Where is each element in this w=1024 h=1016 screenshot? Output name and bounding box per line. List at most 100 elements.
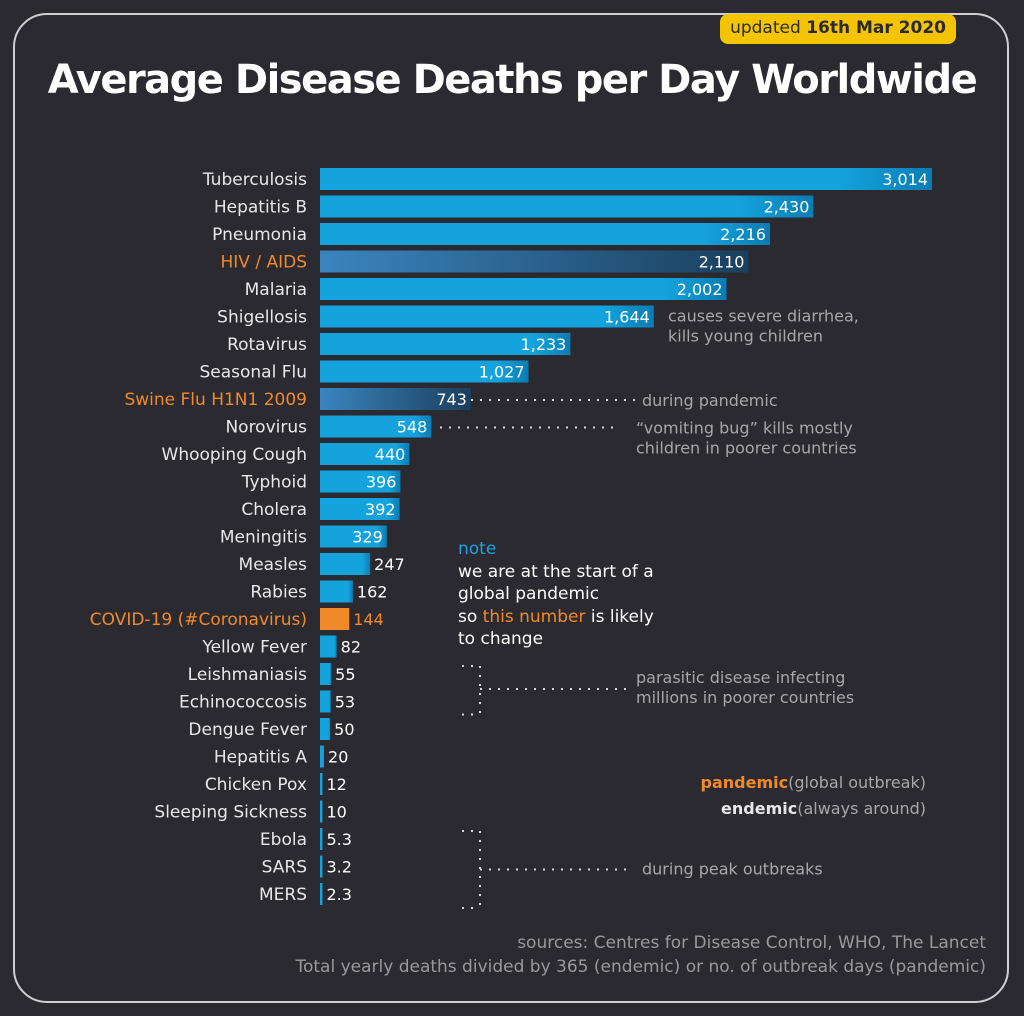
chart-title: Average Disease Deaths per Day Worldwide: [47, 57, 978, 103]
value-shigellosis: 1,644: [604, 308, 650, 327]
label-dengue-fever: Dengue Fever: [188, 720, 307, 740]
bar-rotavirus: [320, 333, 571, 355]
label-meningitis: Meningitis: [220, 528, 307, 548]
bar-measles: [320, 553, 371, 575]
bar-swine-flu-h1n1-2009: [320, 388, 471, 410]
bar-seasonal-flu: [320, 360, 529, 383]
label-covid-19-coronavirus: COVID-19 (#Coronavirus): [90, 610, 307, 630]
updated-badge: updated 16th Mar 2020: [720, 14, 956, 44]
label-echinococcosis: Echinococcosis: [179, 693, 307, 713]
bar-tuberculosis: [320, 168, 932, 190]
value-ebola: 5.3: [327, 830, 352, 849]
annotation-swine-flu: during pandemic: [642, 391, 778, 410]
updated-prefix: updated: [730, 18, 801, 38]
bar-sars: [320, 855, 323, 878]
value-rotavirus: 1,233: [521, 335, 567, 354]
value-hepatitis-a: 20: [328, 748, 348, 767]
value-labels: 3,014 2,430 2,216 2,110 2,002 1,644 1,233 1,027…: [327, 170, 929, 904]
label-pneumonia: Pneumonia: [212, 225, 307, 245]
bars: [320, 168, 932, 905]
bar-mers: [320, 883, 323, 905]
value-tuberculosis: 3,014: [882, 170, 928, 189]
value-rabies: 162: [357, 583, 388, 602]
legend-pandemic: pandemic(global outbreak): [701, 773, 926, 792]
value-sleeping-sickness: 10: [327, 803, 347, 822]
label-swine-flu-h1n1-2009: Swine Flu H1N1 2009: [124, 390, 307, 410]
value-mers: 2.3: [327, 885, 352, 904]
sources-line-1: sources: Centres for Disease Control, WH…: [517, 933, 986, 953]
value-malaria: 2,002: [677, 280, 723, 299]
bar-meningitis: [320, 525, 387, 548]
annotation-norovirus-2: children in poorer countries: [636, 439, 857, 458]
note-line-3: so this number is likely: [458, 606, 654, 629]
annotation-shigellosis-1: causes severe diarrhea,: [668, 307, 859, 326]
note-line-1: we are at the start of a: [458, 561, 654, 582]
value-covid-19-coronavirus: 144: [353, 610, 384, 629]
bar-typhoid: [320, 470, 401, 493]
updated-date: 16th Mar 2020: [806, 18, 946, 38]
note-box: note we are at the start of a global pan…: [458, 538, 654, 651]
value-measles: 247: [374, 555, 405, 574]
label-tuberculosis: Tuberculosis: [202, 170, 307, 190]
note-line-2: global pandemic: [458, 584, 600, 604]
bar-leishmaniasis: [320, 663, 332, 685]
label-typhoid: Typhoid: [241, 473, 307, 493]
bar-ebola: [320, 828, 323, 850]
value-echinococcosis: 53: [335, 693, 355, 712]
label-seasonal-flu: Seasonal Flu: [199, 363, 307, 383]
label-ebola: Ebola: [260, 830, 307, 850]
bar-norovirus: [320, 415, 432, 438]
note-heading: note: [458, 539, 497, 559]
legend-endemic: endemic(always around): [721, 799, 926, 818]
note-line-3-post: is likely: [585, 606, 654, 627]
label-hepatitis-b: Hepatitis B: [214, 198, 307, 218]
bar-whooping-cough: [320, 443, 410, 465]
value-whooping-cough: 440: [375, 445, 406, 464]
bar-sleeping-sickness: [320, 800, 323, 823]
note-line-3-pre: so: [458, 606, 483, 627]
bar-chicken-pox: [320, 773, 323, 795]
annotation-norovirus-1: “vomiting bug” kills mostly: [636, 419, 853, 438]
label-sars: SARS: [262, 858, 307, 878]
label-norovirus: Norovirus: [225, 418, 307, 438]
bar-pneumonia: [320, 223, 770, 245]
value-seasonal-flu: 1,027: [479, 363, 525, 382]
value-cholera: 392: [365, 500, 396, 519]
label-chicken-pox: Chicken Pox: [205, 775, 307, 795]
legend-endemic-term: endemic: [721, 799, 798, 818]
sources-footnote: sources: Centres for Disease Control, WH…: [0, 931, 986, 979]
value-sars: 3.2: [327, 858, 352, 877]
legend-pandemic-term: pandemic: [700, 773, 789, 792]
label-shigellosis: Shigellosis: [217, 308, 307, 328]
note-line-4: to change: [458, 629, 544, 649]
label-cholera: Cholera: [241, 500, 307, 520]
bar-hepatitis-b: [320, 195, 814, 218]
annotation-leaders: [440, 399, 636, 909]
value-norovirus: 548: [397, 418, 428, 437]
bar-echinococcosis: [320, 690, 331, 713]
label-measles: Measles: [239, 555, 308, 575]
bar-hiv-aids: [320, 250, 749, 273]
label-mers: MERS: [259, 885, 307, 905]
label-hiv-aids: HIV / AIDS: [221, 253, 308, 273]
label-leishmaniasis: Leishmaniasis: [188, 665, 307, 685]
value-swine-flu-h1n1-2009: 743: [436, 390, 467, 409]
label-whooping-cough: Whooping Cough: [162, 445, 307, 465]
bar-malaria: [320, 278, 727, 300]
sources-line-2: Total yearly deaths divided by 365 (ende…: [295, 957, 986, 977]
legend-endemic-desc: (always around): [797, 799, 926, 818]
bar-yellow-fever: [320, 635, 337, 658]
value-hiv-aids: 2,110: [699, 253, 745, 272]
annotation-shigellosis-2: kills young children: [668, 327, 823, 346]
label-hepatitis-a: Hepatitis A: [214, 748, 307, 768]
bar-shigellosis: [320, 305, 654, 328]
label-rotavirus: Rotavirus: [227, 335, 307, 355]
value-yellow-fever: 82: [341, 638, 361, 657]
annotation-parasitic-1: parasitic disease infecting: [636, 668, 845, 687]
value-leishmaniasis: 55: [335, 665, 355, 684]
value-chicken-pox: 12: [327, 775, 347, 794]
note-highlight: this number: [482, 606, 586, 627]
value-pneumonia: 2,216: [720, 225, 766, 244]
value-dengue-fever: 50: [334, 720, 354, 739]
